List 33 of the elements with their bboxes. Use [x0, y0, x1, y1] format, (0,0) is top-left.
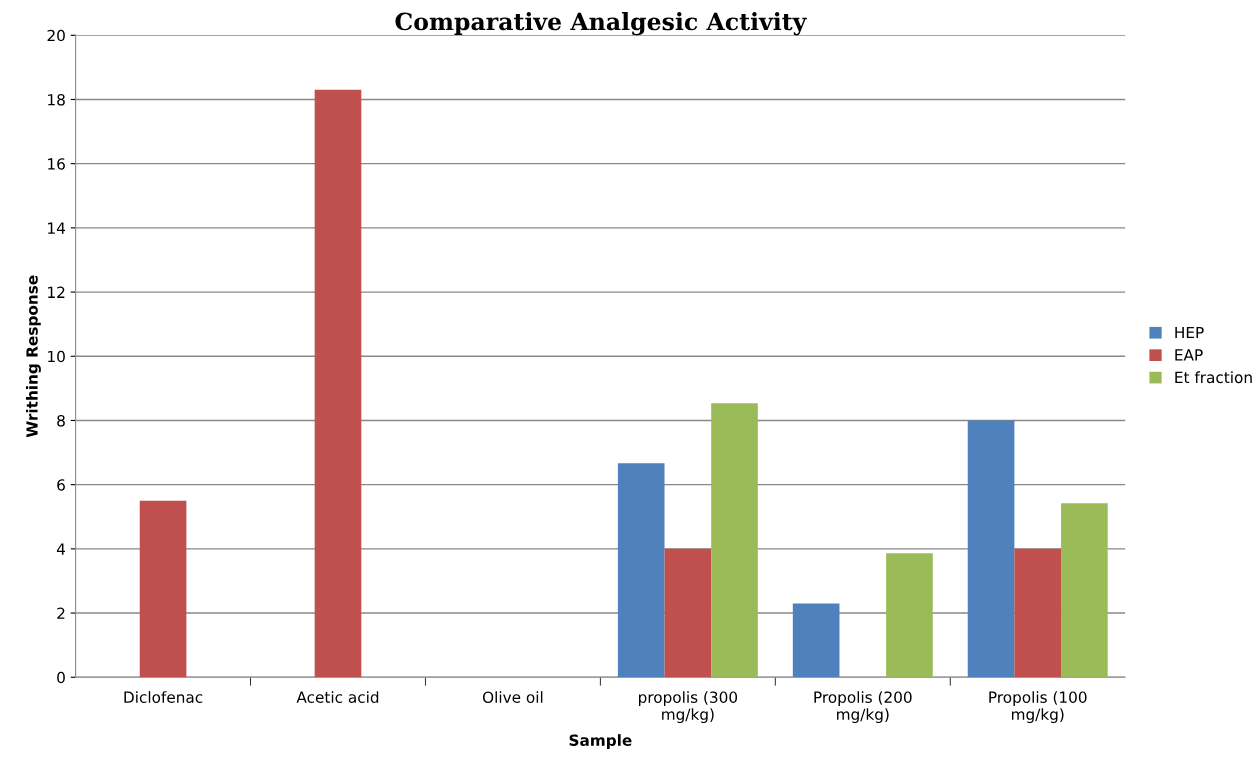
bar	[664, 548, 712, 678]
bar	[617, 463, 665, 678]
legend-label: EAP	[1175, 349, 1203, 361]
y-tick-label: 20	[47, 29, 65, 42]
x-tick-label: Diclofenac	[124, 691, 203, 703]
bar	[967, 420, 1015, 678]
legend-label: HEP	[1175, 326, 1204, 339]
y-tick-label: 12	[48, 286, 65, 298]
bar	[139, 500, 187, 678]
y-tick-label: 0	[57, 671, 65, 684]
y-tick-label: 10	[48, 350, 65, 363]
y-tick-label: 14	[48, 222, 66, 234]
bar	[1014, 548, 1062, 678]
y-tick-label: 4	[56, 543, 66, 555]
y-tick-label: 16	[48, 158, 65, 170]
x-tick-label: Olive oil	[482, 691, 543, 703]
bar	[711, 403, 758, 678]
bar	[1061, 503, 1108, 678]
bar	[314, 89, 362, 678]
y-tick-label: 8	[57, 414, 65, 427]
x-axis-title: Sample	[569, 734, 632, 749]
bar	[792, 603, 840, 678]
x-tick-label: Acetic acid	[296, 691, 379, 703]
x-tick-label: Propolis (200 mg/kg)	[814, 691, 912, 724]
y-axis-title: Writhing Response	[25, 275, 41, 438]
legend-label: Et fraction	[1175, 371, 1252, 384]
chart-title: Comparative Analgesic Activity	[395, 12, 807, 36]
x-tick-label: Propolis (100 mg/kg)	[989, 691, 1087, 724]
bar	[886, 553, 933, 678]
y-tick-label: 18	[48, 93, 65, 106]
y-tick-label: 2	[57, 607, 65, 619]
x-tick-label: propolis (300 mg/kg)	[639, 691, 738, 724]
y-tick-label: 6	[57, 479, 65, 491]
